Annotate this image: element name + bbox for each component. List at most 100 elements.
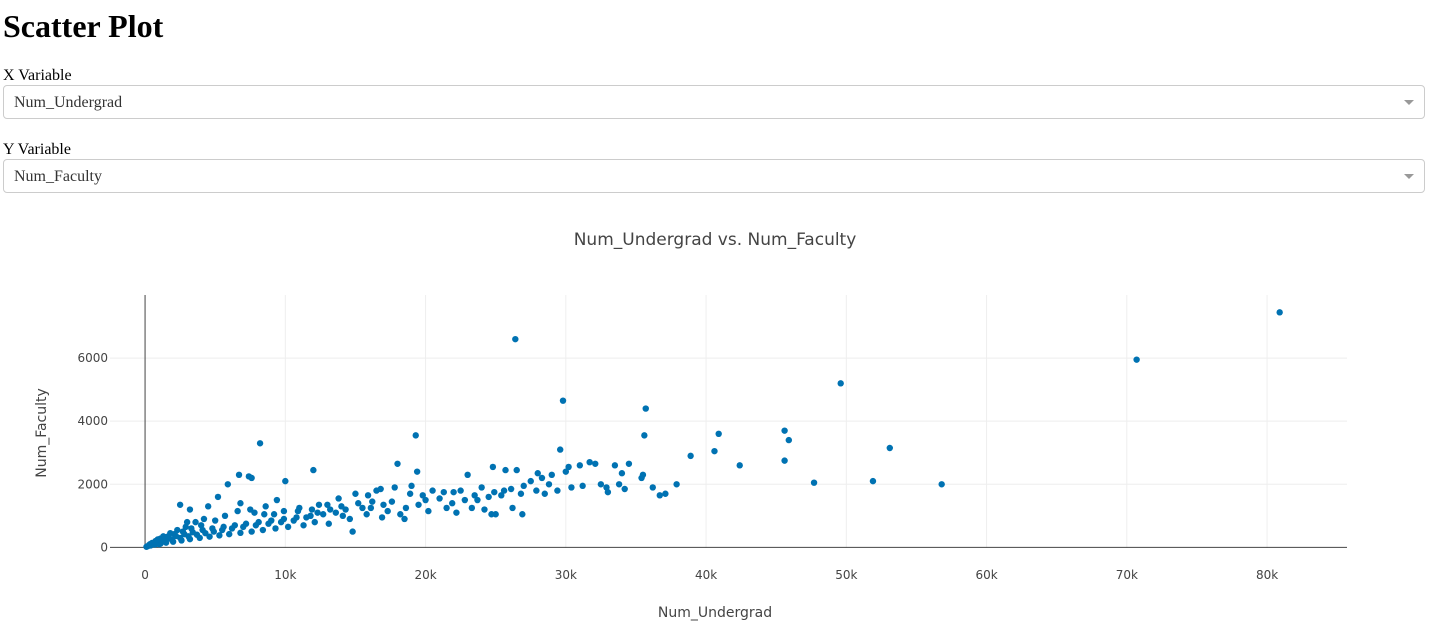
data-point[interactable] (200, 515, 208, 523)
data-point[interactable] (615, 481, 623, 488)
data-point[interactable] (280, 507, 288, 515)
data-point[interactable] (193, 531, 201, 538)
data-point[interactable] (425, 507, 432, 515)
data-point[interactable] (1133, 356, 1140, 363)
data-point[interactable] (449, 500, 456, 507)
data-point[interactable] (592, 460, 599, 467)
data-point[interactable] (315, 501, 323, 508)
data-point[interactable] (621, 485, 628, 493)
data-point[interactable] (649, 484, 656, 491)
data-point[interactable] (218, 526, 226, 534)
data-point[interactable] (308, 506, 316, 513)
data-point[interactable] (290, 517, 297, 524)
data-point[interactable] (380, 501, 387, 508)
data-point[interactable] (468, 504, 476, 512)
chevron-down-icon[interactable] (1404, 100, 1414, 105)
data-point[interactable] (146, 541, 154, 548)
data-point[interactable] (938, 481, 945, 488)
data-point[interactable] (485, 493, 492, 501)
data-point[interactable] (206, 533, 213, 540)
data-point[interactable] (450, 488, 457, 496)
data-point[interactable] (656, 492, 663, 499)
data-point[interactable] (520, 482, 527, 490)
data-point[interactable] (325, 520, 332, 527)
data-point[interactable] (781, 427, 788, 434)
data-point[interactable] (489, 463, 497, 471)
data-point[interactable] (179, 528, 187, 535)
data-point[interactable] (419, 492, 426, 499)
data-point[interactable] (176, 534, 184, 542)
data-point[interactable] (352, 490, 359, 497)
data-point[interactable] (202, 529, 209, 537)
data-point[interactable] (781, 457, 788, 464)
data-point[interactable] (303, 514, 310, 521)
data-point[interactable] (256, 440, 264, 447)
data-point[interactable] (488, 511, 495, 518)
data-point[interactable] (397, 511, 404, 518)
data-point[interactable] (364, 492, 372, 499)
data-point[interactable] (277, 518, 285, 526)
data-point[interactable] (559, 397, 567, 404)
data-point[interactable] (261, 511, 268, 518)
data-point[interactable] (498, 492, 505, 499)
data-point[interactable] (576, 462, 584, 469)
data-point[interactable] (384, 507, 391, 515)
data-point[interactable] (204, 503, 212, 510)
data-point[interactable] (429, 487, 436, 494)
data-point[interactable] (339, 512, 347, 520)
data-point[interactable] (262, 503, 269, 510)
data-point[interactable] (413, 468, 421, 475)
data-point[interactable] (319, 511, 327, 518)
data-point[interactable] (554, 487, 561, 494)
data-point[interactable] (662, 490, 669, 497)
data-point[interactable] (457, 487, 464, 494)
data-point[interactable] (237, 529, 244, 537)
data-point[interactable] (500, 487, 508, 494)
data-point[interactable] (402, 504, 410, 512)
data-point[interactable] (502, 466, 509, 474)
data-point[interactable] (197, 522, 205, 529)
data-point[interactable] (869, 477, 877, 485)
data-point[interactable] (461, 496, 469, 504)
data-point[interactable] (221, 512, 229, 520)
data-point[interactable] (248, 528, 255, 535)
data-point[interactable] (604, 488, 612, 496)
data-point[interactable] (642, 405, 649, 412)
data-point[interactable] (282, 477, 289, 485)
data-point[interactable] (618, 470, 626, 477)
data-point[interactable] (272, 525, 279, 532)
data-point[interactable] (715, 430, 722, 438)
data-point[interactable] (568, 484, 575, 491)
data-point[interactable] (394, 460, 401, 467)
data-point[interactable] (422, 496, 429, 504)
data-point[interactable] (611, 462, 619, 469)
data-point[interactable] (391, 484, 398, 491)
data-point[interactable] (332, 509, 340, 516)
data-point[interactable] (579, 482, 586, 490)
data-point[interactable] (182, 523, 189, 531)
data-point[interactable] (367, 504, 375, 512)
data-point[interactable] (541, 490, 548, 497)
data-point[interactable] (785, 436, 793, 444)
data-point[interactable] (226, 530, 233, 538)
data-point[interactable] (519, 511, 526, 518)
data-point[interactable] (247, 506, 254, 513)
data-point[interactable] (641, 432, 648, 439)
data-point[interactable] (886, 444, 893, 452)
data-point[interactable] (265, 520, 272, 527)
data-point[interactable] (240, 523, 247, 531)
data-point[interactable] (810, 479, 818, 486)
data-point[interactable] (415, 501, 422, 508)
data-points[interactable] (143, 309, 1283, 550)
data-point[interactable] (436, 495, 443, 502)
data-point[interactable] (335, 495, 342, 502)
data-point[interactable] (338, 503, 345, 510)
data-point[interactable] (517, 490, 525, 497)
data-point[interactable] (638, 474, 645, 482)
data-point[interactable] (378, 514, 386, 521)
data-point[interactable] (369, 498, 376, 505)
data-point[interactable] (211, 517, 219, 524)
data-point[interactable] (512, 335, 519, 343)
data-point[interactable] (534, 470, 541, 477)
data-point[interactable] (388, 498, 396, 505)
